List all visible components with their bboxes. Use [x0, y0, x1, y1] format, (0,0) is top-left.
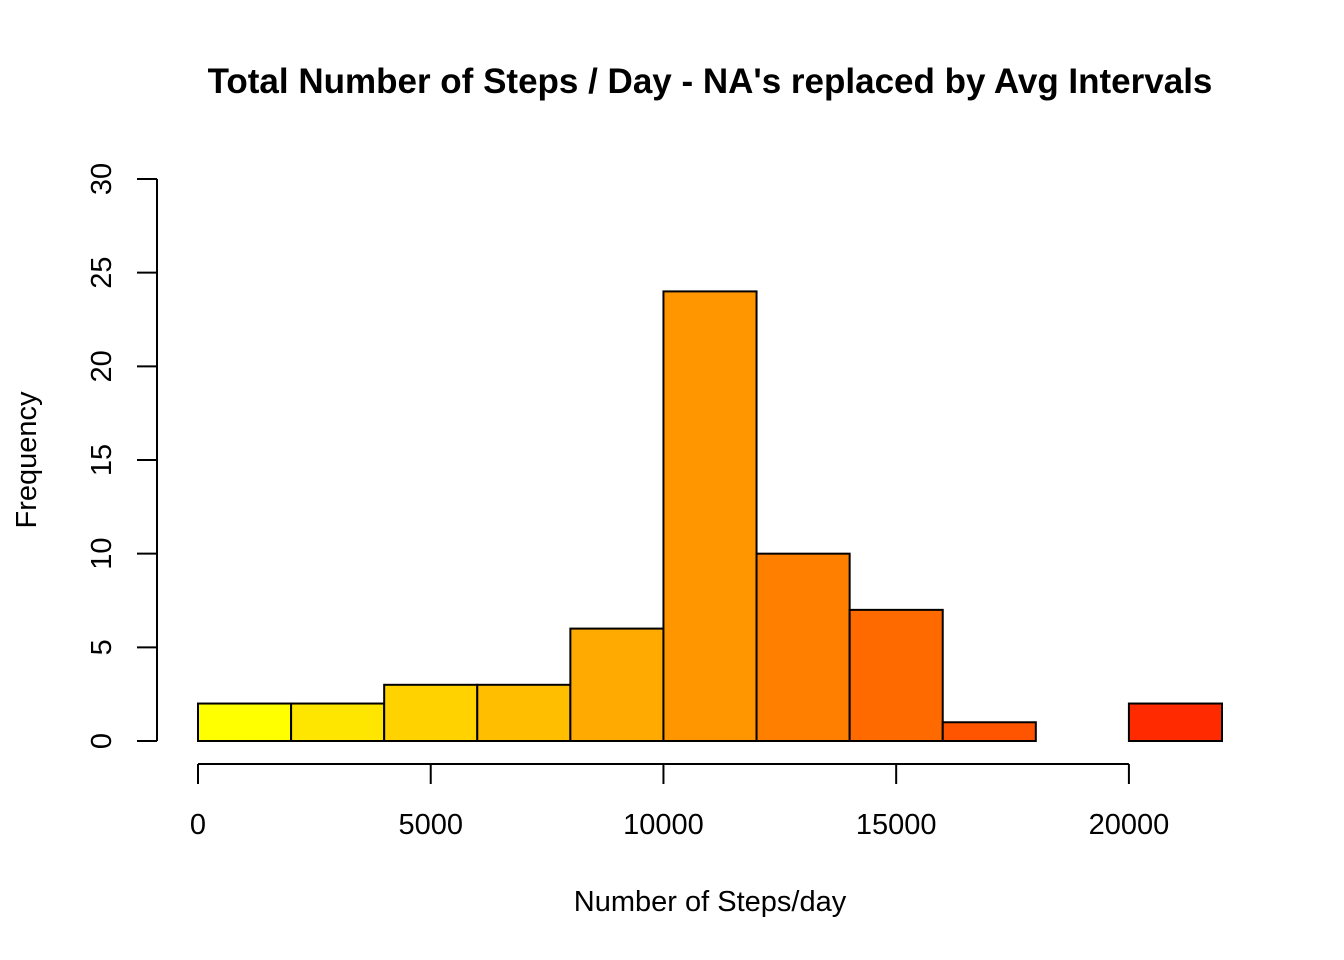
- x-tick-label: 20000: [1089, 809, 1170, 841]
- x-tick-label: 0: [190, 809, 206, 841]
- y-tick-label: 30: [86, 163, 118, 195]
- y-axis: 0 5 10 15 20 25 30: [86, 163, 158, 749]
- x-tick-label: 10000: [623, 809, 704, 841]
- x-axis-label: Number of Steps/day: [574, 886, 847, 918]
- y-tick-label: 0: [86, 733, 118, 749]
- bars-group: [197, 290, 1223, 743]
- histogram-bar: [569, 627, 665, 742]
- histogram-bar: [941, 721, 1037, 742]
- histogram-bar: [197, 702, 293, 742]
- histogram-bar: [1127, 702, 1223, 742]
- histogram-bar: [476, 683, 572, 742]
- x-tick-label: 5000: [398, 809, 463, 841]
- y-tick-label: 10: [86, 538, 118, 570]
- chart-title: Total Number of Steps / Day - NA's repla…: [208, 62, 1213, 101]
- y-tick-label: 5: [86, 639, 118, 655]
- histogram-bar: [662, 290, 758, 742]
- y-tick-label: 20: [86, 350, 118, 382]
- histogram-bar: [383, 683, 479, 742]
- y-axis-label: Frequency: [11, 391, 43, 529]
- histogram-bar: [290, 702, 386, 742]
- x-axis: 0 5000 10000 15000 20000: [190, 763, 1170, 841]
- histogram-bar: [755, 552, 851, 743]
- y-tick-label: 15: [86, 444, 118, 476]
- histogram-bar: [848, 608, 944, 742]
- y-tick-label: 25: [86, 257, 118, 289]
- x-tick-label: 15000: [856, 809, 937, 841]
